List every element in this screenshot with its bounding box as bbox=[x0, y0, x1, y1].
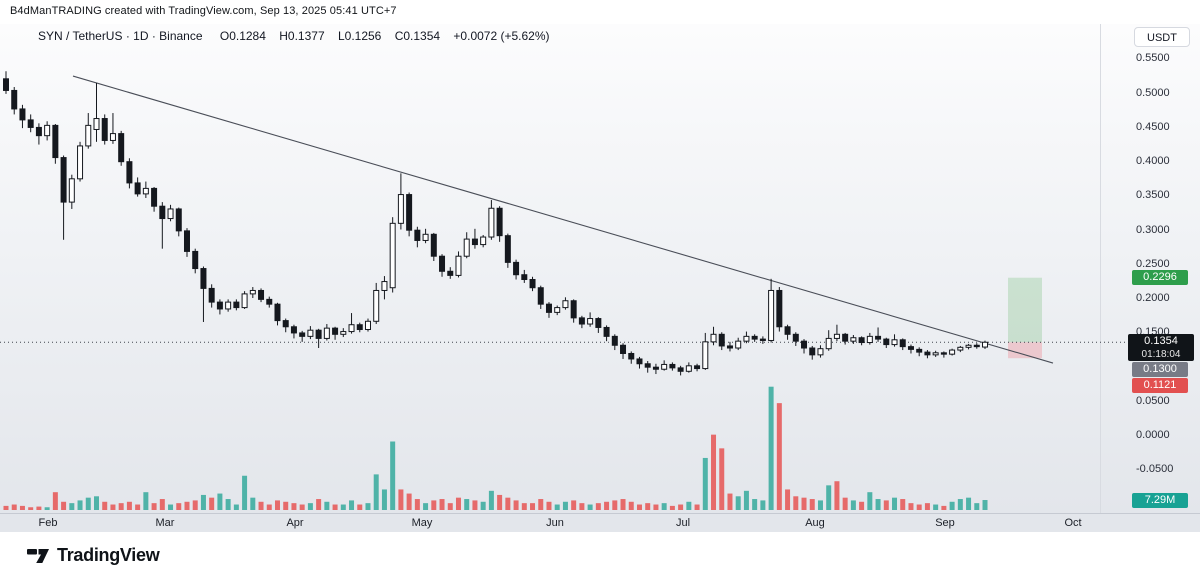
currency-toggle-button[interactable]: USDT bbox=[1134, 27, 1190, 47]
price-tick-label: 0.4000 bbox=[1136, 155, 1170, 167]
month-label-oct: Oct bbox=[1064, 517, 1082, 529]
price-tick-label: 0.3500 bbox=[1136, 189, 1170, 202]
tradingview-logo[interactable]: TradingView bbox=[26, 543, 160, 567]
current-price-label: 0.1354 01:18:04 bbox=[1128, 334, 1194, 361]
stop-price-label: 0.1121 bbox=[1132, 378, 1188, 393]
price-tick-label: 0.0000 bbox=[1136, 429, 1170, 441]
price-scale-divider bbox=[1100, 24, 1101, 513]
volume-value-label: 7.29M bbox=[1132, 493, 1188, 508]
price-tick-label: 0.5500 bbox=[1136, 52, 1170, 65]
attribution-text: B4dManTRADING created with TradingView.c… bbox=[10, 5, 397, 17]
volume-histogram bbox=[3, 386, 988, 510]
descending-trendline[interactable] bbox=[72, 75, 1054, 364]
month-label-jun: Jun bbox=[546, 517, 564, 529]
footer-strip: TradingView bbox=[0, 532, 1200, 581]
price-tick-label: 0.0500 bbox=[1136, 394, 1170, 407]
price-scale[interactable]: 0.5500 0.5000 0.4500 0.4000 0.3500 0.3000 0.25… bbox=[1100, 24, 1200, 513]
time-axis[interactable]: Feb Mar Apr May Jun Jul Aug Sep Oct bbox=[0, 513, 1200, 532]
price-tick-label: 0.3000 bbox=[1136, 223, 1170, 236]
symbol-ohlc-row: SYN / TetherUS · 1D · Binance O0.1284 H0… bbox=[38, 29, 560, 43]
candles bbox=[3, 71, 989, 376]
long-position-loss-zone[interactable] bbox=[1008, 342, 1042, 359]
bar-countdown: 01:18:04 bbox=[1141, 349, 1181, 360]
price-tick-label: 0.2000 bbox=[1136, 292, 1170, 304]
tradingview-logo-icon bbox=[27, 549, 49, 563]
price-tick-label: 0.4500 bbox=[1136, 120, 1170, 133]
price-tick-label: -0.0500 bbox=[1136, 463, 1174, 476]
symbol-title[interactable]: SYN / TetherUS · 1D · Binance bbox=[38, 29, 203, 43]
month-label-sep: Sep bbox=[935, 517, 955, 529]
month-label-apr: Apr bbox=[286, 517, 304, 529]
trendline-price-label: 0.1300 bbox=[1132, 362, 1188, 377]
ohlc-high: H0.1377 bbox=[279, 29, 325, 43]
month-label-jul: Jul bbox=[675, 517, 691, 529]
month-label-feb: Feb bbox=[38, 517, 58, 529]
price-tick-label: 0.5000 bbox=[1136, 86, 1170, 99]
target-price-label: 0.2296 bbox=[1132, 270, 1188, 285]
ohlc-close: C0.1354 bbox=[394, 29, 441, 43]
long-position-profit-zone[interactable] bbox=[1008, 277, 1042, 343]
price-tick-label: 0.2500 bbox=[1136, 257, 1170, 270]
month-label-mar: Mar bbox=[155, 517, 175, 529]
month-label-aug: Aug bbox=[805, 517, 825, 529]
chart-background bbox=[0, 24, 1200, 513]
ohlc-open: O0.1284 bbox=[219, 29, 266, 43]
month-label-may: May bbox=[411, 517, 433, 529]
ohlc-low: L0.1256 bbox=[337, 29, 382, 43]
tradingview-logo-text: TradingView bbox=[57, 544, 160, 565]
ohlc-change: +0.0072 (+5.62%) bbox=[453, 29, 550, 43]
current-price-value: 0.1354 bbox=[1144, 335, 1178, 347]
